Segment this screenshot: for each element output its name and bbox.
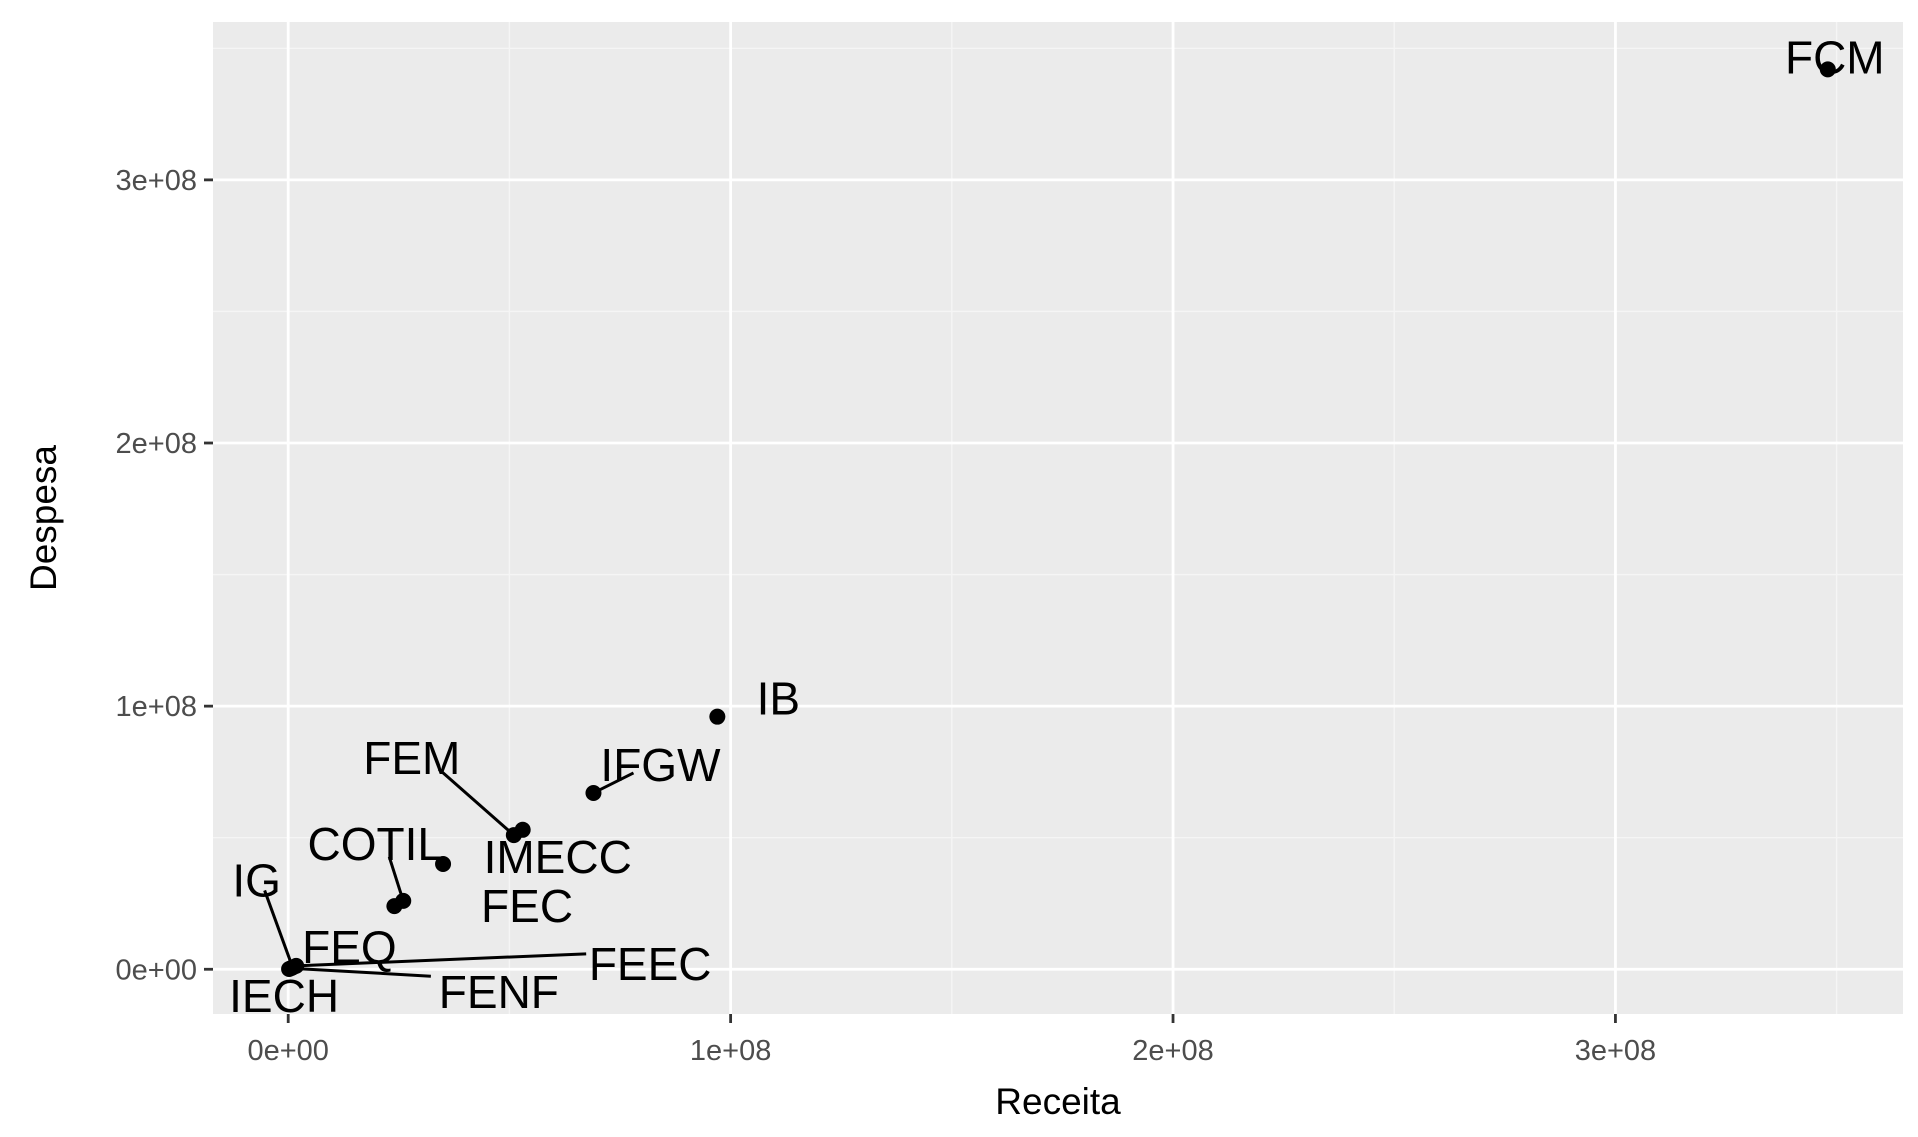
point-label-fec: FEC: [481, 880, 573, 932]
point-label-ifgw: IFGW: [600, 739, 721, 791]
x-tick-label: 0e+00: [247, 1035, 328, 1067]
point-label-feec: FEEC: [589, 938, 712, 990]
y-tick-label: 1e+08: [116, 691, 197, 723]
point-label-fem: FEM: [363, 732, 460, 784]
point-label-cotil: COTIL: [308, 818, 443, 870]
data-point-feq: [386, 898, 403, 915]
data-point-fec: [435, 856, 452, 873]
leader-line-feec: [296, 952, 587, 968]
leader-line-ig: [263, 889, 295, 968]
point-label-fcm: FCM: [1785, 31, 1885, 83]
panel-background: [213, 22, 1903, 1014]
leader-line-fem: [437, 767, 515, 837]
y-axis-ticks: 0e+00 1e+08 2e+08 3e+08: [116, 165, 213, 986]
y-axis-title: Despesa: [23, 445, 64, 591]
point-label-iech: IECH: [229, 970, 339, 1022]
point-label-feq: FEQ: [302, 921, 397, 973]
y-tick-label: 0e+00: [116, 954, 197, 986]
point-label-imecc: IMECC: [484, 831, 632, 883]
data-points: [281, 61, 1836, 978]
point-label-fenf: FENF: [439, 966, 559, 1018]
x-tick-label: 1e+08: [690, 1035, 771, 1067]
point-label-ib: IB: [757, 673, 800, 725]
data-point-iech: [281, 961, 298, 978]
point-labels: FCM IB IFGW IMECC FEM FEC COTIL FEQ IG FEEC FENF IE…: [229, 31, 1884, 1022]
x-tick-label: 2e+08: [1132, 1035, 1213, 1067]
point-label-ig: IG: [232, 854, 281, 906]
x-tick-label: 3e+08: [1575, 1035, 1656, 1067]
x-axis-title: Receita: [995, 1081, 1121, 1122]
minor-gridlines: [213, 22, 1903, 1014]
data-point-fcm: [1819, 61, 1836, 78]
data-point-ifgw: [585, 784, 602, 801]
y-tick-label: 3e+08: [116, 165, 197, 197]
leader-line-fenf: [290, 966, 431, 978]
data-point-fem: [505, 827, 522, 844]
major-gridlines: [213, 22, 1903, 1014]
y-tick-label: 2e+08: [116, 428, 197, 460]
x-axis-ticks: 0e+00 1e+08 2e+08 3e+08: [247, 1014, 1656, 1067]
data-point-ib: [709, 708, 726, 725]
